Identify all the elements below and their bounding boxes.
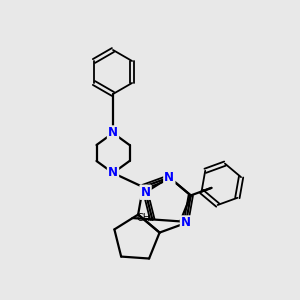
Text: N: N bbox=[181, 217, 191, 230]
Text: N: N bbox=[108, 167, 118, 179]
Text: N: N bbox=[141, 186, 151, 199]
Text: N: N bbox=[108, 127, 118, 140]
Text: N: N bbox=[164, 171, 174, 184]
Text: CH₃: CH₃ bbox=[136, 213, 154, 223]
